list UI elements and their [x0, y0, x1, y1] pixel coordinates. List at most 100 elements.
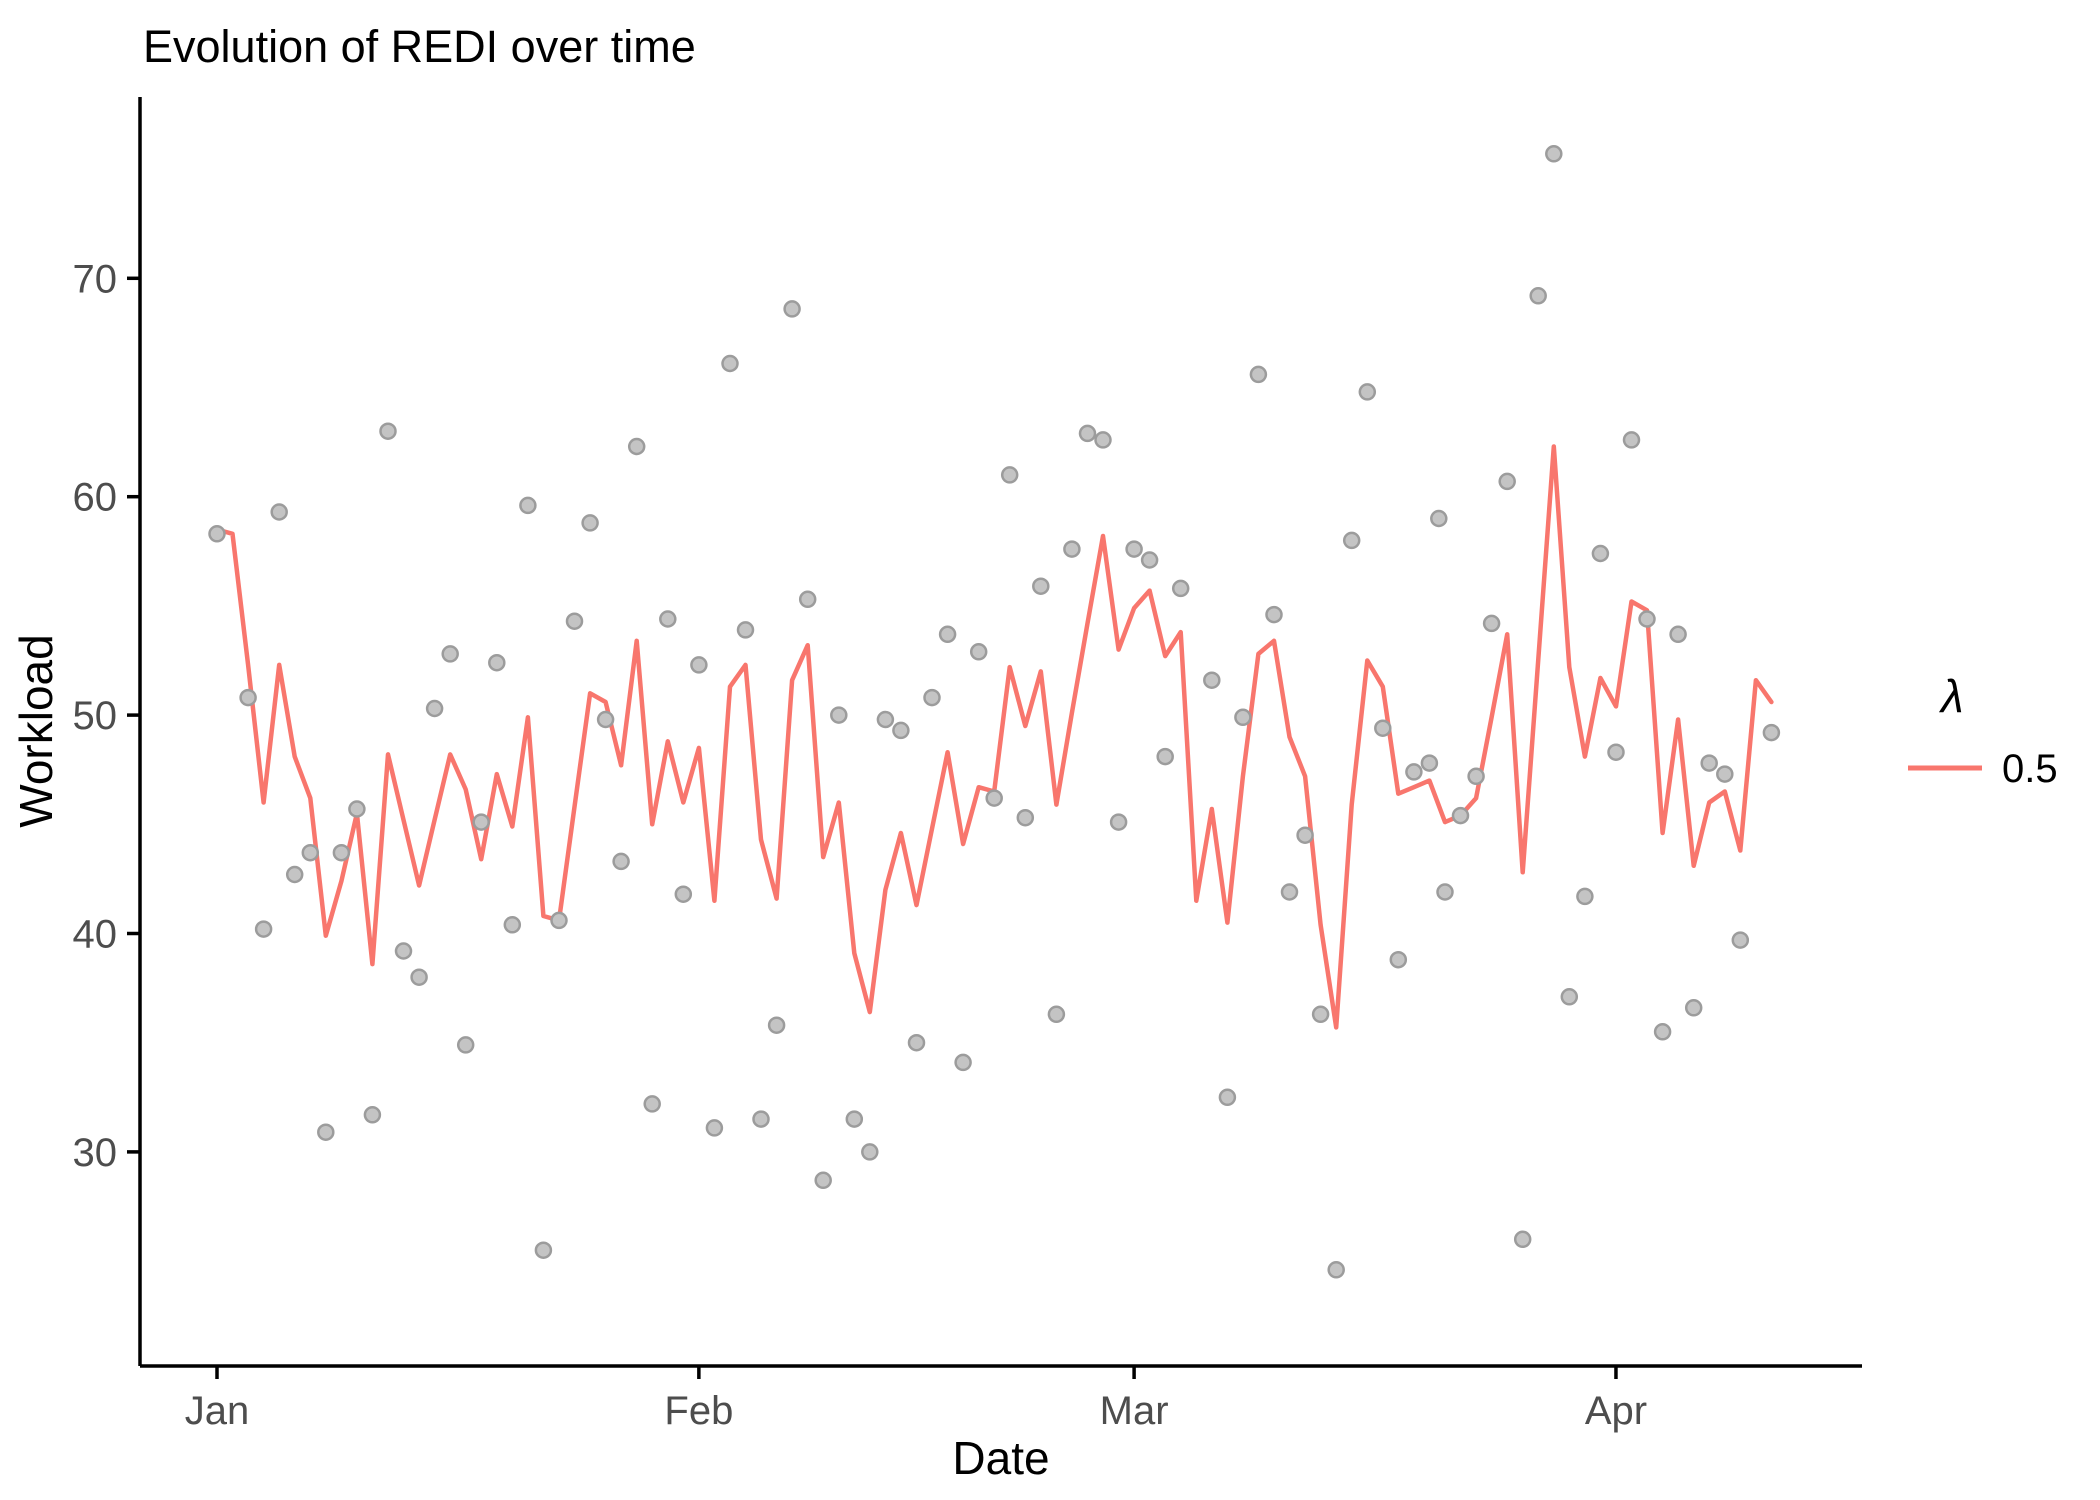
redi-line — [214, 444, 1774, 1030]
scatter-point — [581, 514, 599, 532]
scatter-point — [1234, 708, 1252, 727]
scatter-point — [1218, 1088, 1237, 1107]
scatter-point — [923, 688, 941, 707]
legend: λ 0.5 — [1908, 670, 2058, 791]
x-tick-label: Apr — [1585, 1389, 1647, 1433]
scatter-point — [721, 354, 739, 373]
legend-title: λ — [1938, 670, 1964, 722]
scatter-point — [534, 1241, 553, 1259]
scatter-point — [643, 1095, 661, 1113]
scatter-point — [798, 590, 817, 609]
chart-title: Evolution of REDI over time — [143, 21, 696, 72]
scatter-point — [1430, 509, 1448, 528]
scatter-point — [876, 710, 895, 729]
scatter-point — [938, 625, 957, 644]
scatter-point — [674, 885, 693, 903]
scatter-point — [1203, 671, 1221, 689]
scatter-point — [394, 942, 413, 960]
y-tick-label: 60 — [73, 476, 118, 520]
scatter-point — [348, 800, 366, 818]
scatter-point — [1327, 1261, 1345, 1279]
scatter-point — [767, 1016, 786, 1034]
scatter-point — [1638, 610, 1656, 628]
y-tick-label: 70 — [73, 257, 118, 301]
scatter-point — [969, 643, 988, 661]
scatter-point — [456, 1036, 475, 1054]
scatter-point — [503, 916, 522, 934]
scatter-point — [1311, 1005, 1330, 1024]
scatter-point — [1669, 625, 1687, 644]
x-axis-ticks: Jan Feb Mar Apr — [185, 1366, 1647, 1433]
scatter-point — [907, 1033, 926, 1052]
scatter-point — [254, 920, 273, 938]
scatter-point — [1047, 1005, 1066, 1024]
scatter-point — [1109, 813, 1128, 831]
y-axis-label: Workload — [10, 634, 62, 827]
scatter-point — [1436, 883, 1454, 901]
scatter-point — [892, 721, 910, 740]
x-tick-label: Feb — [664, 1389, 733, 1433]
scatter-point — [1063, 540, 1081, 558]
scatter-point — [270, 503, 288, 521]
scatter-point — [410, 968, 428, 986]
scatter-point — [550, 911, 568, 930]
scatter-point — [1171, 579, 1190, 598]
scatter-point — [783, 300, 801, 318]
scatter-point — [1296, 826, 1314, 844]
y-tick-label: 40 — [73, 913, 118, 957]
scatter-point — [612, 852, 630, 871]
x-tick-label: Jan — [185, 1389, 250, 1433]
scatter-point — [814, 1171, 832, 1190]
scatter-point — [1374, 719, 1392, 737]
scatter-point — [1545, 145, 1563, 163]
scatter-point — [1700, 754, 1718, 772]
y-tick-label: 30 — [73, 1131, 118, 1175]
scatter-point — [425, 699, 444, 718]
legend-item-label: 0.5 — [2002, 747, 2058, 791]
scatter-point — [379, 422, 397, 440]
scatter-point — [1684, 999, 1703, 1017]
scatter-point — [1280, 883, 1299, 901]
scatter-point — [1358, 383, 1377, 401]
y-tick-label: 50 — [73, 694, 118, 738]
scatter-point — [363, 1106, 382, 1124]
scatter-point — [1762, 723, 1781, 742]
scatter-point — [239, 688, 257, 707]
scatter-point — [736, 621, 755, 639]
scatter-point — [565, 612, 584, 630]
scatter-point — [1513, 1230, 1532, 1249]
scatter-point — [472, 813, 490, 831]
scatter-point — [1653, 1023, 1672, 1041]
scatter-point — [1016, 808, 1035, 827]
scatter-point — [1498, 472, 1516, 491]
scatter-point — [1467, 767, 1485, 786]
scatter-point — [208, 525, 226, 543]
scatter-point — [861, 1143, 879, 1161]
scatter-point — [1420, 754, 1439, 772]
scatter-point — [1731, 931, 1750, 949]
scatter-point — [845, 1110, 864, 1128]
scatter-point — [1125, 540, 1143, 558]
scatter-point — [1094, 431, 1112, 449]
scatter-point — [659, 610, 677, 628]
scatter-points — [208, 145, 1781, 1279]
scatter-point — [752, 1110, 770, 1128]
scatter-point — [317, 1123, 335, 1141]
scatter-point — [301, 843, 320, 862]
scatter-point — [488, 653, 506, 672]
scatter-point — [1032, 577, 1050, 595]
scatter-point — [1591, 544, 1610, 563]
scatter-point — [332, 843, 351, 862]
scatter-point — [1342, 531, 1361, 550]
scatter-point — [1405, 763, 1423, 781]
scatter-point — [596, 710, 615, 729]
scatter-point — [1156, 747, 1174, 766]
x-tick-label: Mar — [1100, 1389, 1169, 1433]
scatter-point — [985, 789, 1003, 807]
scatter-point — [1000, 466, 1019, 484]
plot-panel: 70 60 50 40 30 Jan Feb Mar Apr — [73, 97, 1862, 1433]
scatter-point — [285, 865, 304, 884]
scatter-point — [1716, 765, 1734, 783]
scatter-point — [1607, 743, 1625, 761]
